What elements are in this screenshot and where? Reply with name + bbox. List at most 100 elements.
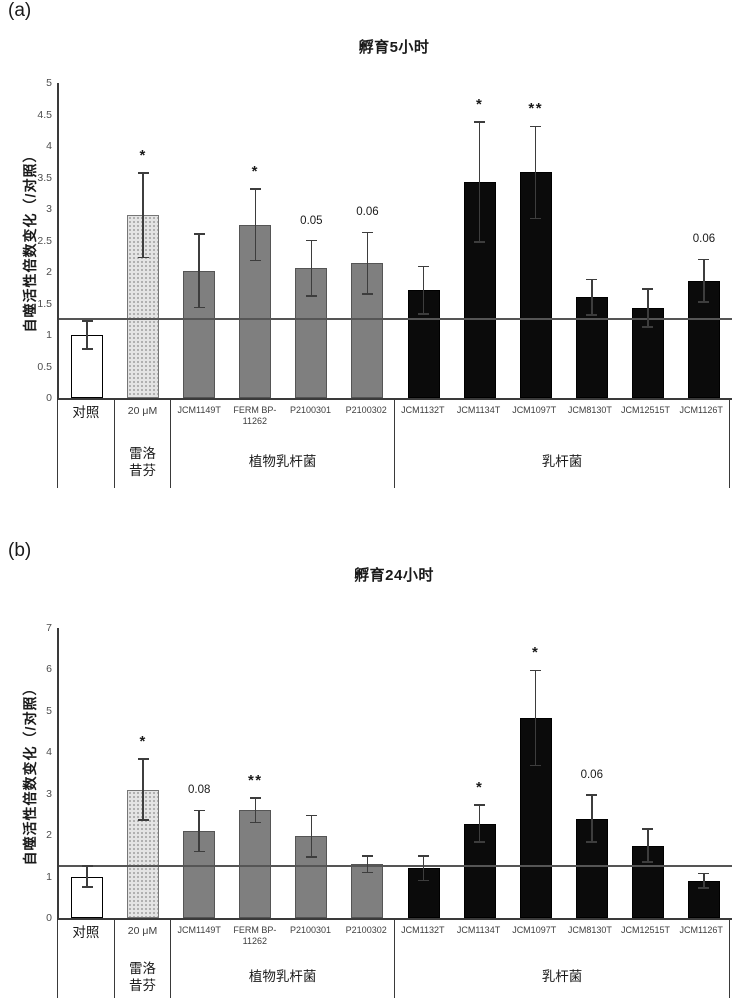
error-bar-JCM1134T (478, 122, 481, 242)
x-axis-label-20 μM: 20 μM (127, 925, 158, 937)
error-bar-cap (137, 819, 149, 821)
strain-label-row: 对照 (58, 400, 114, 437)
bar-FERM BP-11262 (239, 810, 272, 918)
significance-annotation-JCM1097T: * (532, 644, 540, 662)
significance-annotation-FERM BP-11262: ** (247, 771, 263, 789)
error-bar-cap (81, 886, 93, 888)
error-bar-cap (474, 121, 486, 123)
error-bar-20 μM (142, 758, 144, 821)
x-axis-label-P2100302: P2100302 (345, 405, 387, 415)
axis-group-雷洛昔芬: 20 μM 雷洛昔芬 (113, 400, 171, 488)
error-bar-JCM1149T (198, 234, 200, 308)
error-bar-cap (642, 861, 654, 863)
error-bar-cap (193, 850, 205, 853)
error-bar-cap (530, 764, 542, 767)
x-axis-label-JCM1149T: JCM1149T (177, 405, 221, 415)
plot-area: 0 1 2 3 4 5 6 7 * 0.08 ** * * 0.06 (46, 622, 732, 924)
error-bar-JCM8130T (591, 279, 593, 315)
error-bar-cap (81, 348, 93, 350)
strain-label-row: JCM1132T JCM1134T JCM1097T JCM8130T JCM12515… (395, 920, 729, 957)
error-bar-JCM12515T (647, 289, 649, 327)
x-axis-label-table: 对照 20 μM 雷洛昔芬 JCM1149T FERM BP-11262 P2100301… (57, 400, 731, 488)
y-tick-label: 2.5 (37, 234, 52, 247)
reference-line (59, 318, 732, 321)
x-axis-label-JCM1134T: JCM1134T (456, 925, 501, 935)
x-axis-label-table: 对照 20 μM 雷洛昔芬 JCM1149T FERM BP-11262 P2100301… (57, 920, 731, 998)
x-axis-label-JCM1126T: JCM1126T (679, 925, 723, 935)
x-axis-label-JCM8130T: JCM8130T (567, 405, 612, 415)
group-label: 植物乳杆菌 (248, 454, 317, 470)
error-bar-P2100301 (310, 815, 313, 858)
error-bar-JCM1097T (534, 126, 537, 219)
axis-group-植物乳杆菌: JCM1149T FERM BP-11262 P2100301 P2100302 植物乳… (170, 920, 394, 998)
error-bar-对照 (86, 866, 88, 887)
x-axis-label-对照: 对照 (72, 925, 100, 940)
x-axis-label-20 μM: 20 μM (127, 405, 158, 417)
panel-b: (b) 孵育24小时 自噬活性倍数变化（/对照） 0 1 2 3 4 5 6 7 * 0.08 **… (0, 540, 739, 1000)
error-bar-cap (137, 172, 149, 174)
axis-group-对照: 对照 (57, 400, 114, 488)
x-axis-label-JCM12515T: JCM12515T (621, 405, 671, 415)
x-axis-label-P2100302: P2100302 (345, 925, 387, 935)
error-bar-cap (418, 855, 430, 857)
error-bar-FERM BP-11262 (254, 188, 257, 261)
panel-label-a: (a) (8, 0, 32, 21)
strain-label-row: 20 μM (115, 400, 171, 437)
error-bar-cap (698, 258, 710, 261)
error-bar-cap (474, 241, 486, 243)
x-axis-label-JCM1132T: JCM1132T (401, 925, 445, 935)
chart-title-a: 孵育5小时 (358, 39, 430, 56)
error-bar-对照 (86, 321, 88, 349)
x-axis-label-JCM1097T: JCM1097T (512, 925, 557, 935)
error-bar-cap (193, 233, 205, 235)
significance-annotation-P2100302: 0.06 (356, 206, 379, 219)
x-axis-label-FERM BP-11262: FERM BP-11262 (233, 405, 277, 426)
axis-group-对照: 对照 (57, 920, 114, 998)
group-label: 雷洛昔芬 (129, 960, 156, 993)
error-bar-cap (530, 125, 542, 128)
panel-a: (a) 孵育5小时 自噬活性倍数变化（/对照） 0 0.5 1 1.5 2 2.5 3 3.5… (8, 0, 732, 488)
error-bar-cap (305, 856, 317, 858)
error-bar-cap (586, 841, 598, 843)
error-bar-cap (305, 295, 317, 297)
significance-annotation-FERM BP-11262: * (251, 162, 259, 180)
error-bar-cap (586, 314, 598, 316)
y-tick-label: 0 (46, 912, 52, 924)
error-bar-P2100301 (310, 240, 313, 296)
error-bar-cap (474, 804, 486, 806)
reference-line (59, 865, 732, 868)
error-bar-cap (81, 320, 93, 322)
x-axis-label-JCM8130T: JCM8130T (567, 925, 612, 935)
significance-annotation-P2100301: 0.05 (300, 214, 323, 227)
axis-group-乳杆菌: JCM1132T JCM1134T JCM1097T JCM8130T JCM12515… (394, 920, 731, 998)
y-tick-label: 3 (46, 787, 52, 800)
x-axis-label-P2100301: P2100301 (290, 405, 332, 415)
error-bar-cap (642, 288, 654, 290)
error-bar-cap (361, 871, 373, 874)
error-bar-JCM1132T (422, 266, 425, 315)
x-axis-label-P2100301: P2100301 (290, 925, 332, 935)
strain-label-row: 对照 (58, 920, 114, 957)
error-bar-cap (642, 828, 654, 830)
group-label (58, 437, 114, 488)
y-tick-label: 4 (46, 746, 52, 759)
error-bar-cap (698, 872, 710, 875)
y-tick-label: 0.5 (37, 360, 52, 373)
error-bar-cap (305, 239, 317, 242)
panel-label-b: (b) (8, 540, 32, 561)
y-tick-label: 4 (46, 140, 52, 152)
error-bar-cap (418, 879, 430, 882)
error-bar-cap (418, 313, 430, 315)
significance-annotation-JCM1149T: 0.08 (188, 784, 211, 797)
x-axis-label-FERM BP-11262: FERM BP-11262 (233, 925, 277, 946)
y-tick-label: 5 (46, 77, 52, 89)
error-bar-JCM1134T (478, 804, 481, 843)
error-bar-P2100302 (366, 232, 369, 295)
x-axis-label-JCM1149T: JCM1149T (177, 925, 221, 935)
error-bar-cap (698, 301, 710, 303)
strain-label-row: JCM1149T FERM BP-11262 P2100301 P2100302 (171, 920, 394, 957)
significance-annotation-JCM1134T: * (475, 778, 484, 796)
error-bar-cap (249, 188, 261, 190)
strain-label-row: 20 μM (115, 920, 171, 957)
